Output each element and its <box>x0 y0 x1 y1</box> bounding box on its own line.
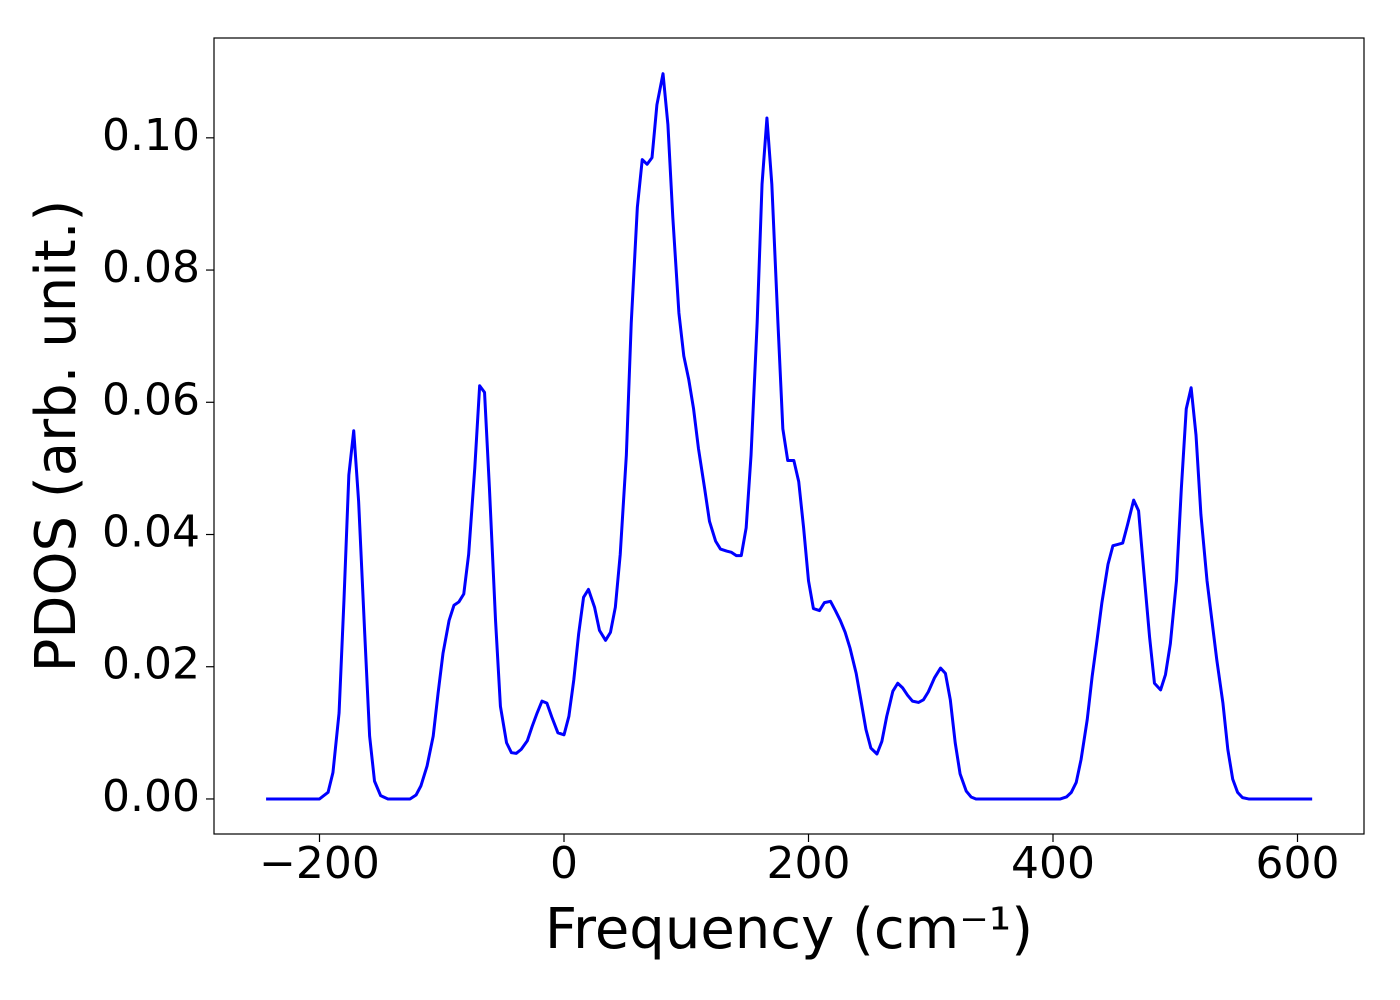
y-tick-label: 0.10 <box>102 110 200 161</box>
plot-frame <box>213 37 1365 835</box>
x-tick-label: 200 <box>767 838 851 889</box>
x-tick-label: 0 <box>550 838 578 889</box>
y-tick-label: 0.06 <box>102 374 200 425</box>
x-axis-label: Frequency (cm⁻¹) <box>545 897 1033 962</box>
y-tick-label: 0.02 <box>102 639 200 690</box>
y-axis-label: PDOS (arb. unit.) <box>24 200 89 673</box>
data-line <box>266 72 1313 801</box>
x-tick-label: −200 <box>259 838 380 889</box>
x-tick-label: 400 <box>1011 838 1095 889</box>
x-tick-label: 600 <box>1256 838 1340 889</box>
y-tick-label: 0.08 <box>102 242 200 293</box>
y-tick-label: 0.00 <box>102 771 200 822</box>
y-tick-label: 0.04 <box>102 507 200 558</box>
